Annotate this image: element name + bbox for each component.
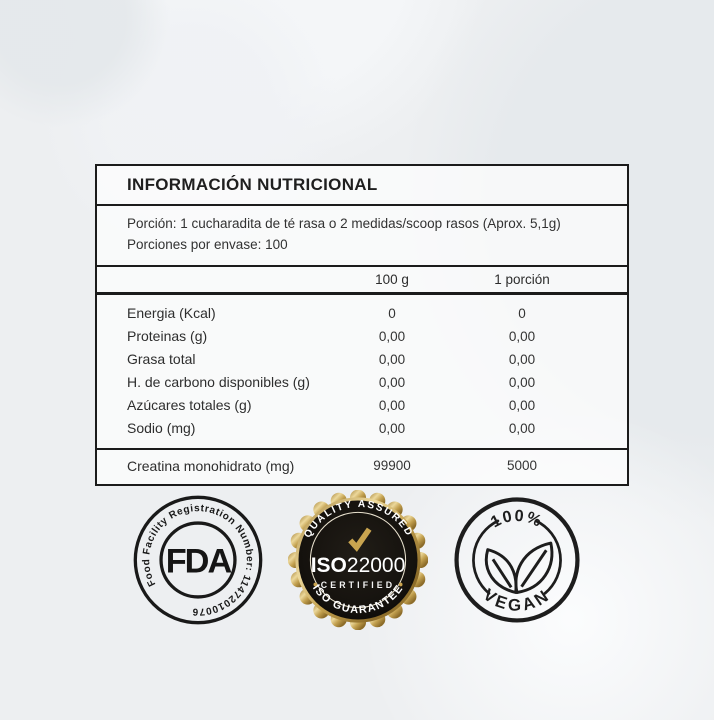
serving-info: Porción: 1 cucharadita de té rasa o 2 me…: [97, 206, 627, 267]
nutrient-label: Energia (Kcal): [127, 305, 216, 322]
nutrient-label: Grasa total: [127, 351, 196, 368]
nutrition-title: INFORMACIÓN NUTRICIONAL: [97, 166, 627, 206]
check-icon: [348, 527, 372, 552]
nutrient-label: Azúcares totales (g): [127, 397, 252, 414]
value-100g: 0,00: [378, 328, 406, 344]
vegan-top-arc-text: 100%: [488, 507, 546, 532]
vegan-badge: 100% VEGAN: [454, 497, 580, 623]
nutrient-label: Creatina monohidrato (mg): [127, 457, 295, 474]
table-row-sodio: Sodio (mg) 0,00 0,00: [97, 417, 627, 440]
servings-per-container-line: Porciones por envase: 100: [127, 236, 288, 252]
table-row-creatina: Creatina monohidrato (mg) 99900 5000: [97, 447, 627, 484]
serving-size-line: Porción: 1 cucharadita de té rasa o 2 me…: [127, 216, 561, 231]
value-100g: 0,00: [378, 420, 406, 436]
nutrient-rows: Energia (Kcal) 0 0 Proteinas (g) 0,00 0,…: [97, 295, 627, 448]
iso-main-text: ISO22000: [311, 554, 406, 577]
vegan-outer-ring: [454, 497, 580, 623]
table-row-azucares: Azúcares totales (g) 0,00 0,00: [97, 394, 627, 417]
certification-badges: Food Facility Registration Number: 11472…: [0, 490, 714, 630]
nutrient-label: Sodio (mg): [127, 420, 196, 437]
iso-thin-ring: [309, 511, 407, 609]
value-portion: 0,00: [508, 397, 536, 413]
iso22000-badge: QUALITY ASSURED ISO22000 CERTIFIED ISO G…: [288, 490, 428, 630]
value-portion: 0,00: [508, 374, 536, 390]
gold-dot-left: [313, 582, 318, 587]
table-row-proteinas: Proteinas (g) 0,00 0,00: [97, 325, 627, 348]
value-100g: 0,00: [378, 397, 406, 413]
column-header-100g: 100 g: [375, 271, 409, 287]
iso-certified-text: CERTIFIED: [321, 580, 396, 590]
nutrition-label-panel: INFORMACIÓN NUTRICIONAL Porción: 1 cucha…: [95, 164, 629, 486]
leaves-icon: [484, 541, 554, 594]
fda-badge: Food Facility Registration Number: 11472…: [133, 495, 263, 625]
value-100g: 0: [388, 305, 396, 321]
nutrient-label: Proteinas (g): [127, 328, 208, 345]
value-portion: 5000: [506, 458, 538, 474]
fda-inner-ring: [159, 521, 237, 599]
table-row-carbono: H. de carbono disponibles (g) 0,00 0,00: [97, 371, 627, 394]
nutrient-label: H. de carbono disponibles (g): [127, 374, 310, 391]
gold-dot-right: [398, 582, 403, 587]
fda-logo: FDA: [166, 543, 232, 581]
value-portion: 0,00: [508, 351, 536, 367]
column-header-row: 100 g 1 porción: [97, 267, 627, 295]
value-portion: 0,00: [508, 420, 536, 436]
value-portion: 0: [518, 305, 526, 321]
table-row-energia: Energia (Kcal) 0 0: [97, 302, 627, 325]
iso-black-disc: [298, 500, 418, 620]
vegan-inner-arcs: [472, 519, 562, 595]
value-100g: 99900: [373, 458, 411, 474]
table-row-grasa: Grasa total 0,00 0,00: [97, 348, 627, 371]
column-header-portion: 1 porción: [494, 271, 550, 287]
fda-outer-ring: [133, 495, 263, 625]
value-portion: 0,00: [508, 328, 536, 344]
value-100g: 0,00: [378, 351, 406, 367]
value-100g: 0,00: [378, 374, 406, 390]
